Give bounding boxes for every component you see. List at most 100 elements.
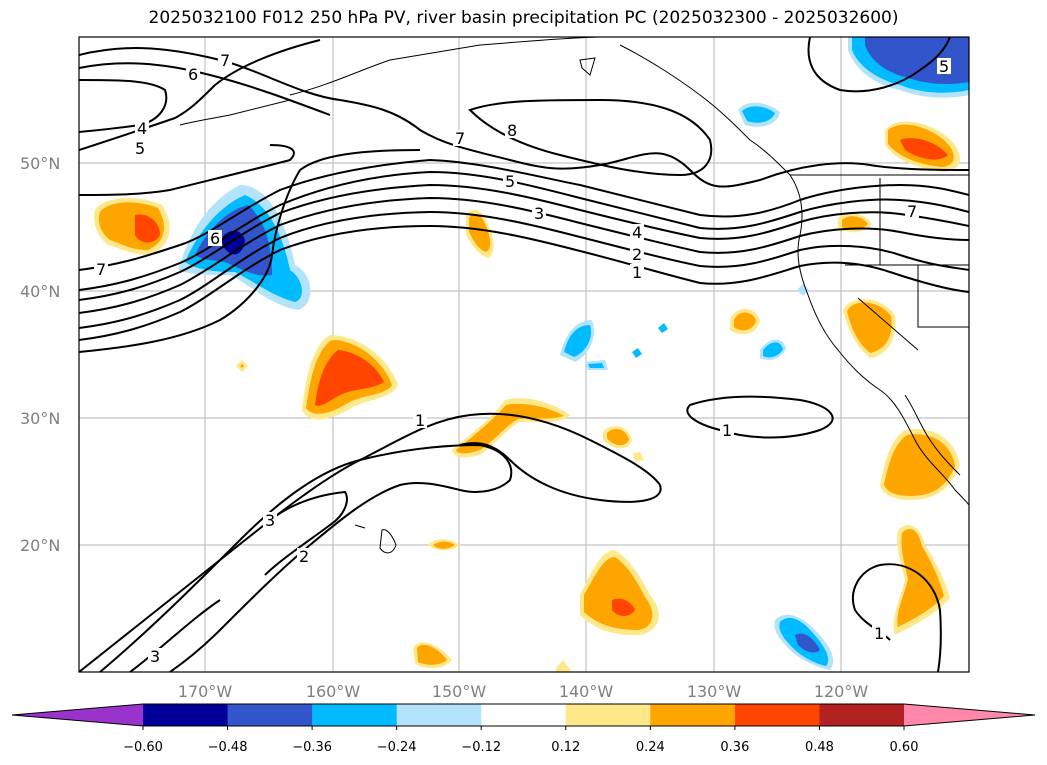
map-frame <box>78 36 970 673</box>
precip-blob-positive-band <box>452 398 570 458</box>
colorbar-segment <box>565 704 651 726</box>
pv-contour-labels: 7 6 4 5 8 7 5 3 4 2 1 6 7 1 <box>94 51 951 666</box>
precip-blob-positive-south <box>580 550 659 636</box>
pv-label-3: 3 <box>534 204 544 223</box>
precip-blob-small-b <box>240 364 244 368</box>
pv-label-3c: 3 <box>150 647 160 666</box>
colorbar <box>11 703 1036 727</box>
pv-contour-5-northeast <box>807 37 951 93</box>
pv-label-2b: 2 <box>299 547 309 566</box>
lon-label-120w: 120°W <box>814 682 869 701</box>
precip-blob-small-ab <box>897 529 944 627</box>
map-background <box>79 37 969 672</box>
lat-label-20n: 20°N <box>20 536 60 555</box>
pv-label-6b: 6 <box>210 229 220 248</box>
precip-blob-small-t <box>900 138 948 160</box>
pv-contour-1-east <box>686 395 834 439</box>
pv-label-4a: 4 <box>137 119 147 138</box>
pv-contour-3-south <box>264 490 348 576</box>
map-title: 2025032100 F012 250 hPa PV, river basin … <box>148 8 899 28</box>
pv-contour-7-mid <box>79 158 969 271</box>
latitude-labels: 50°N 40°N 30°N 20°N <box>20 154 60 555</box>
lon-label-130w: 130°W <box>687 682 742 701</box>
coastline-alaska-south <box>289 37 601 96</box>
colorbar-segment <box>650 704 736 726</box>
pv-label-2: 2 <box>632 245 642 264</box>
colorbar-tick-label: 0.12 <box>551 740 580 755</box>
precip-blob-small-x <box>847 302 892 353</box>
pv-contour-1 <box>79 224 969 341</box>
border-state-3 <box>917 265 969 328</box>
coastlines <box>179 37 969 554</box>
colorbar-tick-label: 0.48 <box>805 740 834 755</box>
colorbar-tick-label: −0.36 <box>292 740 332 755</box>
pv-contour-1-south <box>79 412 662 672</box>
pv-contour-4-west <box>79 79 168 133</box>
pv-contour-3 <box>79 196 969 314</box>
coastline-aleutians <box>179 99 291 126</box>
pv-label-7d: 7 <box>907 202 917 221</box>
map-content: 7 6 4 5 8 7 5 3 4 2 1 6 7 1 <box>79 37 969 672</box>
lat-label-50n: 50°N <box>20 154 60 173</box>
colorbar-segment <box>481 704 567 726</box>
precip-blob-negative-central <box>560 320 668 370</box>
pv-label-4b: 4 <box>632 223 642 242</box>
precip-blob-small-j <box>556 660 572 672</box>
colorbar-segment <box>396 704 482 726</box>
pv-contour-7-north <box>79 47 969 188</box>
precip-blob-small-l <box>734 312 756 331</box>
precip-blob-small-o <box>797 284 809 296</box>
lon-label-140w: 140°W <box>559 682 614 701</box>
pv-contour-4 <box>79 183 969 301</box>
pv-label-1a: 1 <box>632 263 642 282</box>
precip-blob-small-v <box>842 216 868 230</box>
island-hawaii-small <box>354 524 366 529</box>
precip-shading <box>94 37 969 672</box>
pv-contour-8 <box>468 98 713 177</box>
pv-label-7b: 7 <box>455 129 465 148</box>
pv-contour-1-southeast <box>879 563 942 672</box>
colorbar-tick-label: −0.12 <box>461 740 501 755</box>
pv-contour-2-south <box>99 443 513 672</box>
pv-contour-5-west <box>79 39 321 151</box>
border-state-4 <box>857 297 919 351</box>
pv-label-5a: 5 <box>135 139 145 158</box>
island-haida-gwaii <box>579 57 596 76</box>
pv-contour-3-bottom <box>129 599 221 672</box>
precip-blob-negative-west <box>178 185 311 310</box>
pv-contour-closed-west <box>79 144 295 196</box>
pv-label-6a: 6 <box>188 65 198 84</box>
precip-blob-positive-west <box>94 198 170 255</box>
lat-label-40n: 40°N <box>20 282 60 301</box>
colorbar-ticks: −0.60 −0.48 −0.36 −0.24 −0.12 0.12 0.24 0.36 0.4… <box>123 726 918 755</box>
lat-label-30n: 30°N <box>20 409 60 428</box>
precip-blob-small-g <box>433 541 455 549</box>
lon-label-160w: 160°W <box>306 682 361 701</box>
pv-contour-2 <box>79 210 969 329</box>
precip-blob-small-n <box>763 342 783 358</box>
precip-blob-small-d <box>607 428 629 446</box>
pv-label-3b: 3 <box>265 511 275 530</box>
precip-blob-positive-north <box>466 209 494 258</box>
longitude-labels: 170°W 160°W 150°W 140°W 130°W 120°W <box>178 682 869 701</box>
lon-label-150w: 150°W <box>432 682 487 701</box>
precip-blob-small-i <box>417 644 447 665</box>
pv-contour-6-north <box>79 62 331 116</box>
pv-label-1c: 1 <box>722 421 732 440</box>
colorbar-tick-label: 0.36 <box>720 740 749 755</box>
colorbar-extend-high <box>904 704 1035 726</box>
precip-blob-small-q <box>742 106 775 123</box>
colorbar-tick-label: −0.60 <box>123 740 163 755</box>
precip-blob-small-ae <box>795 633 820 653</box>
pv-label-7c: 7 <box>96 260 106 279</box>
precip-blob-positive-central <box>302 335 398 420</box>
colorbar-segment <box>227 704 313 726</box>
colorbar-segment <box>819 704 905 726</box>
pv-label-1d: 1 <box>874 624 884 643</box>
coastline-west-america <box>619 44 969 506</box>
colorbar-tick-label: −0.48 <box>208 740 248 755</box>
pv-contours <box>79 37 969 672</box>
pv-label-1b: 1 <box>415 411 425 430</box>
colorbar-tick-label: −0.24 <box>377 740 417 755</box>
